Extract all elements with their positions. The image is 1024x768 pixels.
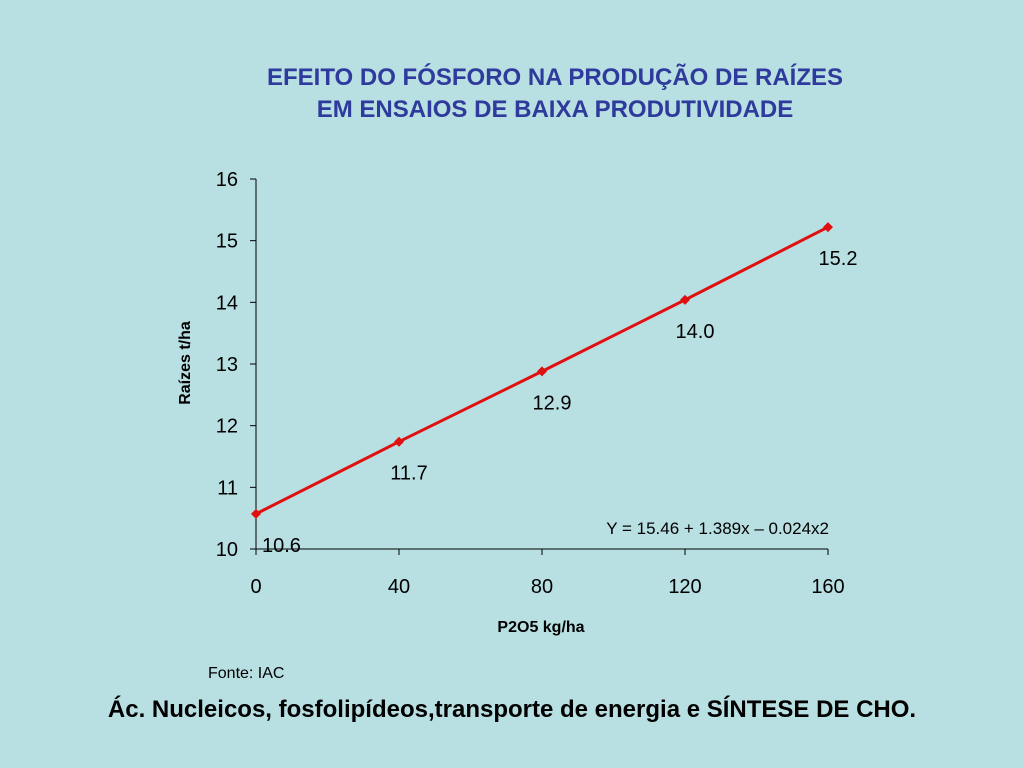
x-tick-label: 120 — [668, 576, 701, 598]
source-note: Fonte: IAC — [208, 665, 285, 682]
y-tick-label: 16 — [216, 169, 238, 191]
data-label: 14.0 — [676, 321, 715, 343]
y-tick-label: 13 — [216, 354, 238, 376]
data-point — [680, 294, 690, 305]
series-layer — [251, 222, 833, 519]
data-point — [537, 366, 547, 377]
y-tick-label: 10 — [216, 539, 238, 561]
data-point — [251, 508, 261, 519]
x-tick-label: 160 — [811, 576, 844, 598]
footer-text: Ác. Nucleicos, fosfolipídeos,transporte … — [107, 696, 917, 723]
data-point — [394, 436, 404, 447]
data-label: 11.7 — [390, 463, 427, 485]
data-point — [823, 222, 833, 233]
x-tick-label: 40 — [388, 576, 410, 598]
x-tick-label: 0 — [250, 576, 261, 598]
data-label: 12.9 — [533, 392, 572, 414]
y-tick-label: 12 — [216, 416, 238, 438]
chart-title-line-2: EM ENSAIOS DE BAIXA PRODUTIVIDADE — [316, 96, 794, 123]
data-label: 10.6 — [262, 535, 301, 557]
chart-title-line-1: EFEITO DO FÓSFORO NA PRODUÇÃO DE RAÍZES — [266, 64, 844, 91]
data-label: 15.2 — [819, 248, 858, 270]
x-tick-label: 80 — [531, 576, 553, 598]
x-axis-title: P2O5 kg/ha — [497, 619, 584, 636]
y-tick-label: 11 — [217, 477, 238, 499]
y-tick-label: 14 — [216, 292, 238, 314]
regression-equation: Y = 15.46 + 1.389x – 0.024x2 — [606, 519, 829, 538]
data-labels: 10.6 11.7 12.9 14.0 15.2 — [262, 248, 857, 557]
y-tick-label: 15 — [216, 231, 238, 253]
y-axis-title: Raízes t/ha — [177, 321, 194, 405]
